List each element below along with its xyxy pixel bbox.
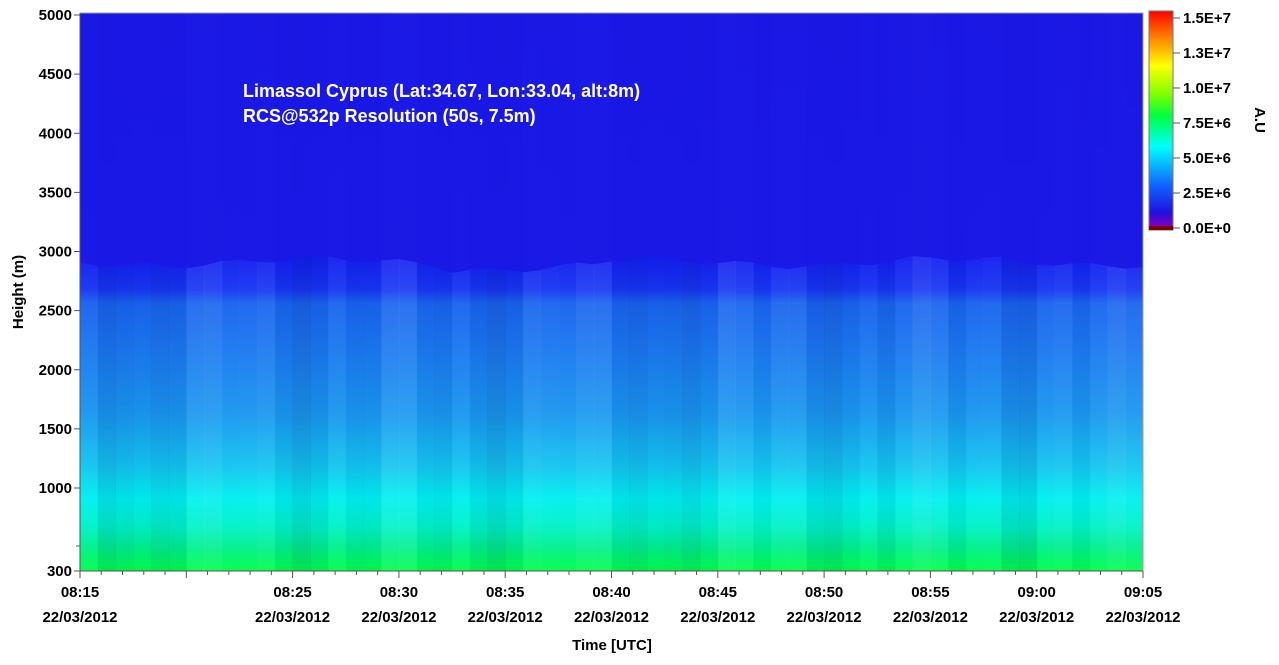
x-tick-label: 08:45 [699,584,737,601]
x-tick-date: 22/03/2012 [787,609,862,626]
colorbar-tick-label: 5.0E+6 [1183,150,1231,167]
heatmap-plot [79,12,1144,572]
y-tick-label: 2500 [39,303,72,320]
colorbar-tick-label: 2.5E+6 [1183,185,1231,202]
y-tick-label: 1500 [39,421,72,438]
colorbar: 1.5E+7 1.3E+7 1.0E+7 7.5E+6 5.0E+6 2.5E+6 0.0E… [1148,10,1231,237]
colorbar-label: A.U [1251,107,1268,133]
y-axis-title: Height (m) [10,255,27,329]
y-tick-label: 5000 [39,7,72,24]
x-tick-label: 08:25 [273,584,311,601]
x-tick-date: 22/03/2012 [680,609,755,626]
x-tick-label: 08:50 [805,584,843,601]
y-tick-label: 3500 [39,184,72,201]
x-axis-title: Time [UTC] [572,637,652,654]
y-tick-label: 4000 [39,125,72,142]
x-tick-date: 22/03/2012 [255,609,330,626]
y-tick-label: 1000 [39,480,72,497]
x-tick-label: 08:15 [61,584,99,601]
x-tick-date: 22/03/2012 [574,609,649,626]
colorbar-tick-label: 1.0E+7 [1183,80,1231,97]
x-axis: 08:15 22/03/2012 08:25 22/03/2012 08:30 22/03… [42,570,1181,626]
colorbar-tick-label: 1.5E+7 [1183,10,1231,27]
x-tick-date: 22/03/2012 [361,609,436,626]
colorbar-zero-band [1149,226,1173,230]
y-axis: 300 1000 1500 2000 2500 3000 3500 4000 4500 5000 [39,7,81,580]
x-tick-date: 22/03/2012 [1105,609,1180,626]
boundary-layer-top [80,13,1143,273]
colorbar-gradient [1148,10,1174,231]
x-tick-label: 08:40 [592,584,630,601]
free-troposphere-region [80,13,1143,273]
y-tick-label: 300 [47,563,72,580]
colorbar-tick-label: 1.3E+7 [1183,45,1231,62]
x-tick-date: 22/03/2012 [42,609,117,626]
y-tick-label: 2000 [39,362,72,379]
x-tick-label: 08:55 [911,584,949,601]
x-tick-label: 09:05 [1124,584,1162,601]
colorbar-tick-label: 0.0E+0 [1183,220,1231,237]
y-tick-label: 4500 [39,66,72,83]
x-tick-date: 22/03/2012 [893,609,968,626]
x-tick-label: 08:35 [486,584,524,601]
annotation-resolution: RCS@532p Resolution (50s, 7.5m) [243,106,536,126]
x-tick-date: 22/03/2012 [999,609,1074,626]
x-tick-label: 09:00 [1018,584,1056,601]
x-tick-label: 08:30 [380,584,418,601]
y-tick-label: 3000 [39,244,72,261]
colorbar-tick-label: 7.5E+6 [1183,115,1231,132]
x-tick-date: 22/03/2012 [468,609,543,626]
annotation-location: Limassol Cyprus (Lat:34.67, Lon:33.04, a… [243,81,640,101]
